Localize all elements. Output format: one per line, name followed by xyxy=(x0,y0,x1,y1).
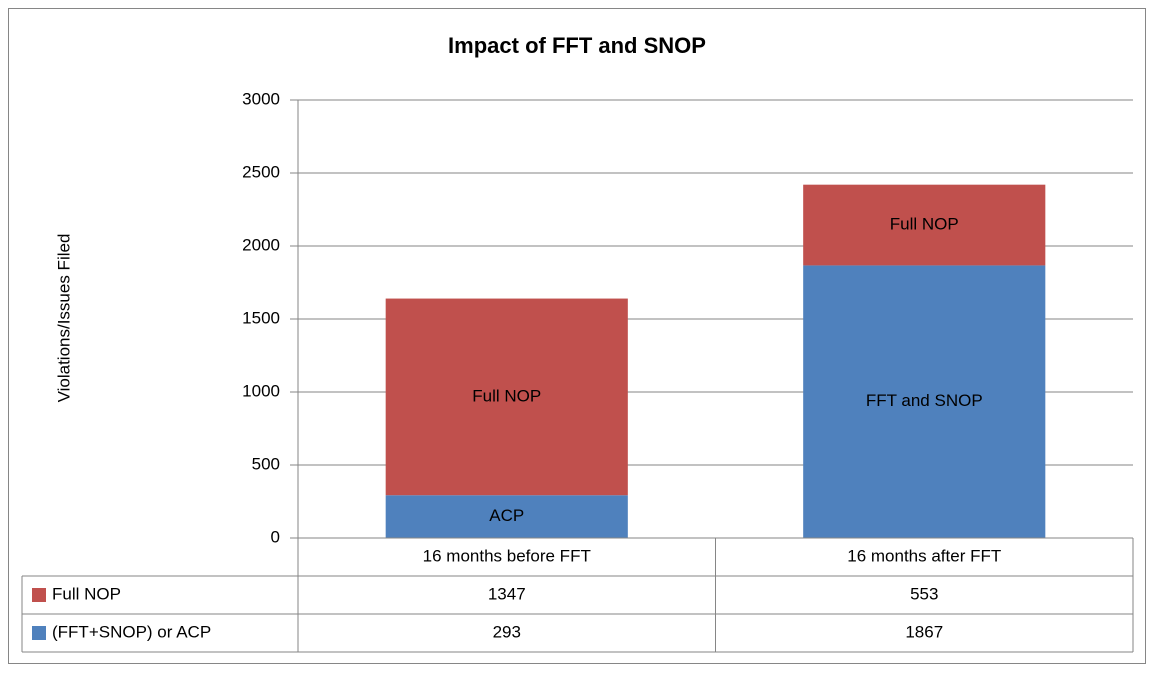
bar-segment xyxy=(803,184,1046,266)
table-value: 553 xyxy=(910,584,938,603)
segment-label: ACP xyxy=(489,506,524,525)
y-tick-label: 3000 xyxy=(242,89,280,108)
y-tick-label: 1500 xyxy=(242,308,280,327)
segment-label: Full NOP xyxy=(472,386,541,405)
legend-key xyxy=(32,626,46,640)
legend-label: (FFT+SNOP) or ACP xyxy=(52,622,211,641)
y-tick-label: 0 xyxy=(271,527,280,546)
legend-key xyxy=(32,588,46,602)
bar-segment xyxy=(385,298,628,496)
table-value: 1347 xyxy=(488,584,526,603)
legend-label: Full NOP xyxy=(52,584,121,603)
x-tick-label: 16 months before FFT xyxy=(423,546,591,565)
table-value: 1867 xyxy=(905,622,943,641)
y-axis-title: Violations/Issues Filed xyxy=(54,234,73,403)
chart-title: Impact of FFT and SNOP xyxy=(448,33,706,58)
bar-segment xyxy=(385,495,628,538)
bar-segment xyxy=(803,265,1046,538)
table-value: 293 xyxy=(493,622,521,641)
y-tick-label: 1000 xyxy=(242,381,280,400)
y-tick-label: 2500 xyxy=(242,162,280,181)
segment-label: FFT and SNOP xyxy=(866,391,983,410)
y-tick-label: 2000 xyxy=(242,235,280,254)
y-tick-label: 500 xyxy=(252,454,280,473)
x-tick-label: 16 months after FFT xyxy=(847,546,1001,565)
segment-label: Full NOP xyxy=(890,215,959,234)
